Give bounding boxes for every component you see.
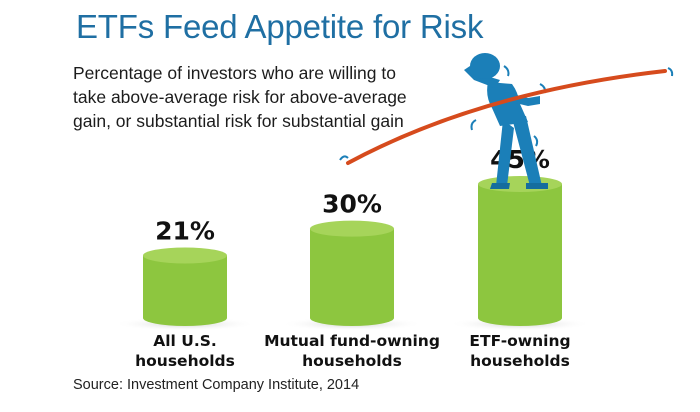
curve-end-flourish-left (339, 155, 349, 161)
bar-group: 30% Mutual fund-owning households (264, 190, 440, 370)
bar-group: 21% All U.S. households (113, 216, 257, 370)
balancing-figure-icon (464, 53, 548, 189)
bar-top (478, 176, 562, 192)
category-label: ETF-owning households (469, 332, 570, 370)
bar-value-label: 30% (322, 190, 382, 219)
bar (143, 255, 227, 326)
trend-curve (346, 69, 667, 165)
curve-end-flourish-right (667, 67, 674, 77)
bar (310, 228, 394, 326)
category-label: Mutual fund-owning households (264, 332, 440, 370)
chart-subtitle: Percentage of investors who are willing … (73, 63, 407, 131)
bar-group: 45%ETF-owning households (448, 145, 592, 370)
bar (478, 184, 562, 326)
source-note: Source: Investment Company Institute, 20… (73, 377, 360, 393)
category-label: All U.S. households (135, 332, 235, 370)
bar-value-label: 21% (155, 216, 215, 245)
bar-top (310, 220, 394, 237)
chart-title: ETFs Feed Appetite for Risk (76, 8, 484, 45)
bar-top (143, 247, 227, 264)
